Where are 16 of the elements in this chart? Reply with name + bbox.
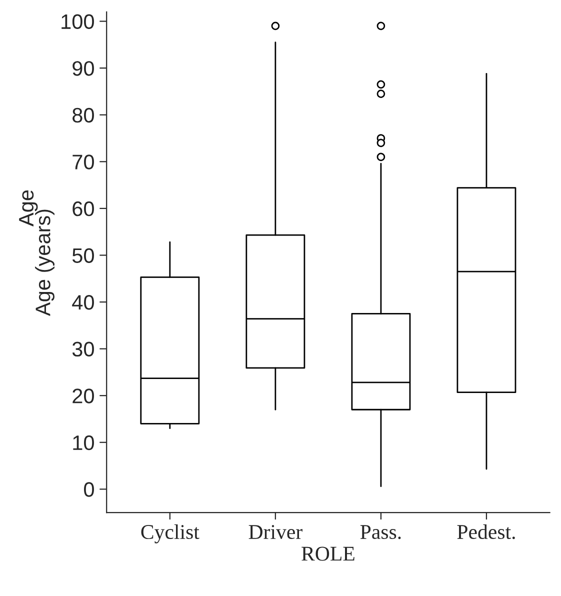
x-axis-title: ROLE bbox=[302, 546, 354, 561]
y-tick-label: 60 bbox=[72, 201, 94, 216]
y-tick-label: 40 bbox=[72, 295, 94, 310]
x-tick-label: Pass. bbox=[360, 525, 401, 540]
y-tick-label: 10 bbox=[73, 435, 94, 450]
x-tick-label: Driver bbox=[248, 525, 302, 540]
y-tick-label: 70 bbox=[72, 154, 94, 170]
y-tick-label: 80 bbox=[72, 108, 94, 123]
y-tick-label: 30 bbox=[72, 342, 94, 357]
y-tick-label: 90 bbox=[72, 61, 94, 76]
y-tick-label: 50 bbox=[72, 248, 94, 263]
x-tick-label: Pedest. bbox=[457, 524, 515, 540]
x-tick-label: Cyclist bbox=[141, 524, 200, 544]
y-tick-label: 100 bbox=[62, 14, 94, 30]
y-tick-label: 20 bbox=[72, 388, 94, 404]
y-tick-label: 0 bbox=[84, 482, 94, 497]
